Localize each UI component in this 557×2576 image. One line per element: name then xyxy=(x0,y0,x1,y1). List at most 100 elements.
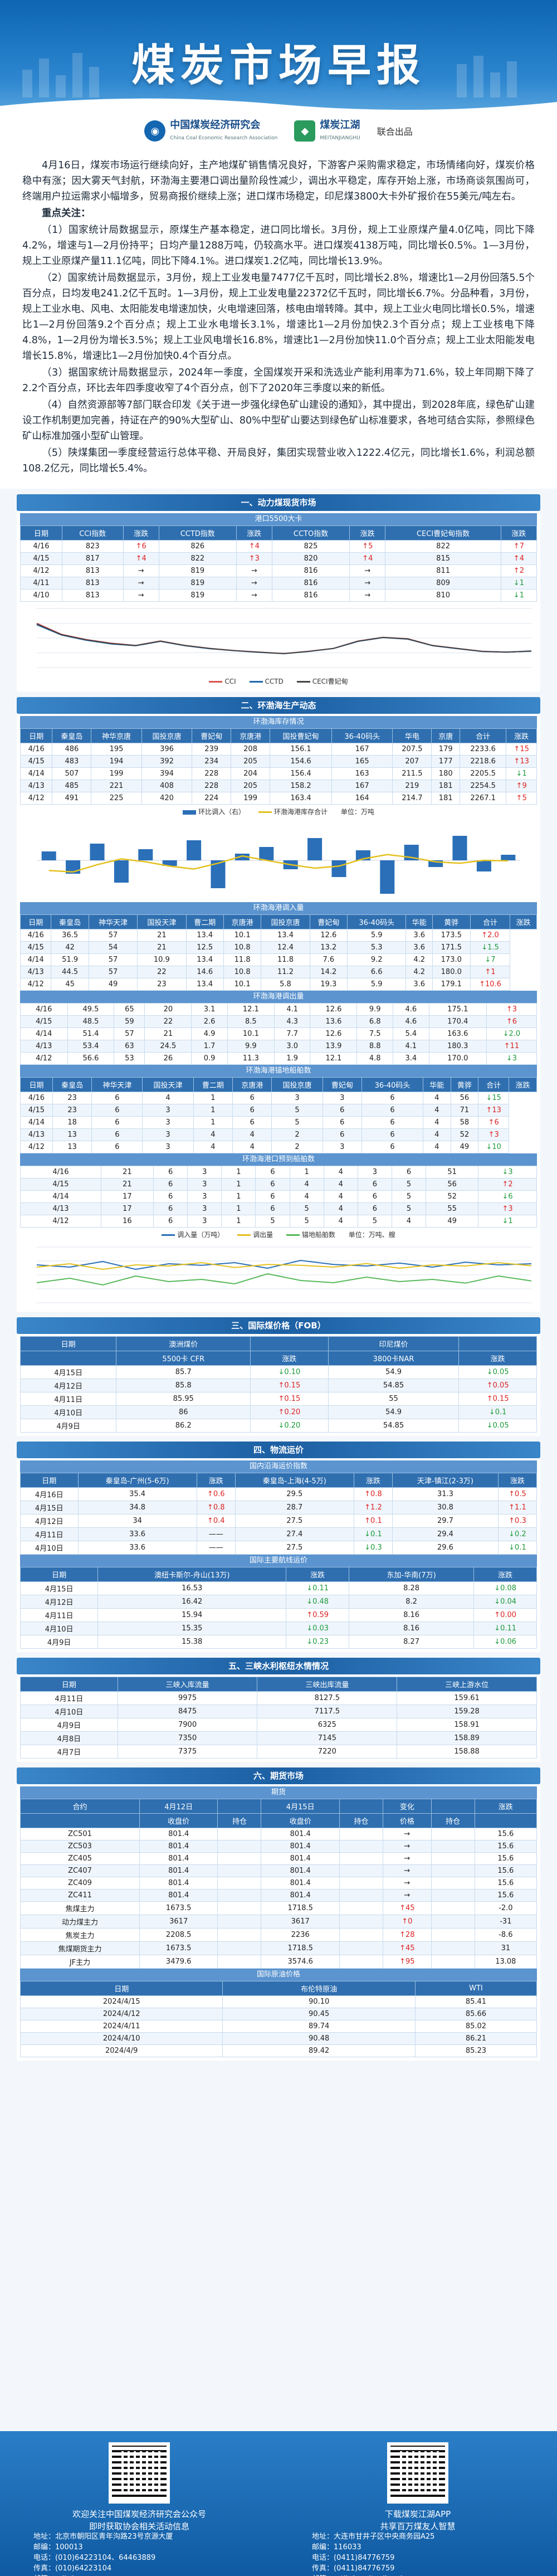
table-cell: 813 xyxy=(61,577,124,590)
table-row: 焦炭主力 2208.5 2236 ↑28 -8.6 xyxy=(20,1928,538,1942)
table-cell: 394 xyxy=(141,767,193,780)
futures-sub-header: 价格 xyxy=(383,1813,432,1828)
focus-item: （2）国家统计局数据显示，3月份，规上工业发电量7477亿千瓦时，同比增长2.8… xyxy=(22,272,535,362)
spot-subtitle: 港口5500大卡 xyxy=(20,513,537,525)
table-cell xyxy=(431,1877,475,1890)
table-cell: 6 xyxy=(232,1116,272,1129)
focus-item: （1）国家统计局数据显示，原煤生产基本稳定，进口同比增长。3月份，规上工业原煤产… xyxy=(22,225,535,267)
freight-block: 国内沿海运价指数 日期 秦皇岛-广州(5-6万) 涨跌 秦皇岛-上海(4-5万) 涨跌天… xyxy=(17,1458,540,1652)
table-cell: 13 xyxy=(52,1141,92,1153)
table-cell: ↑5 xyxy=(349,540,386,553)
table-cell: ↓2.0 xyxy=(486,1028,538,1040)
table-cell xyxy=(339,1928,384,1942)
table-row: 4/13 485 221 408 228 205 158.2 167 219 181 2254.5 ↑… xyxy=(19,780,537,792)
table-cell: 4/10 xyxy=(20,589,62,602)
table-row: 4/14 51.9 57 10.9 13.4 11.8 11.8 7.6 9.2 4.2 173.0… xyxy=(19,953,537,966)
table-cell: 5 xyxy=(271,1104,323,1117)
table-cell: 2024/4/10 xyxy=(19,2032,223,2045)
org1-sub: China Coal Economic Research Association xyxy=(170,135,278,141)
table-cell: 163.6 xyxy=(428,1028,487,1040)
table-cell: 6 xyxy=(361,1128,424,1141)
table-cell: 5 xyxy=(289,1215,324,1228)
table-cell: ↑0.8 xyxy=(353,1487,393,1501)
table-cell: 822 xyxy=(158,552,237,565)
table-cell: 819 xyxy=(158,577,237,590)
table-cell: 5.4 xyxy=(393,1028,429,1040)
water-header: 日期 xyxy=(20,1677,118,1692)
table-cell: -2.0 xyxy=(474,1901,538,1915)
table-cell: 817 xyxy=(61,552,124,565)
table-cell: 0.9 xyxy=(191,1052,228,1065)
table-cell: 420 xyxy=(141,792,193,805)
table-cell xyxy=(339,1889,384,1902)
table-cell: 214.7 xyxy=(392,792,432,805)
bohai-legend: 环比调入（右） 环渤海港库存合计 单位：万吨 xyxy=(20,805,537,819)
table-cell xyxy=(431,1864,475,1877)
table-cell: 173.5 xyxy=(432,929,471,942)
table-cell: → xyxy=(383,1840,432,1853)
table-cell: 86 xyxy=(116,1405,251,1419)
focus-item: （5）陕煤集团一季度经营运行总体平稳、开局良好，集团实现营业收入1222.4亿元… xyxy=(22,447,535,474)
table-row: 4月8日 7350 7145 158.89 xyxy=(20,1731,537,1745)
table-row: 4月11日 85.95 ↑0.15 55 ↑0.15 xyxy=(19,1392,537,1406)
table-cell xyxy=(339,1915,384,1929)
table-cell: 21 xyxy=(144,1028,192,1040)
table-cell: 3 xyxy=(187,1190,222,1203)
table-cell: 4 xyxy=(232,1128,272,1141)
table-cell: ↓1 xyxy=(478,1215,537,1228)
flow-legend: 调入量（万吨） 调出量 锚地船舶数 单位：万吨、艘 xyxy=(20,1228,537,1241)
table-cell: 20 xyxy=(144,1003,192,1016)
table-cell: 8.16 xyxy=(349,1621,475,1635)
bohai2-header: 神华天津 xyxy=(88,914,138,929)
bohai4-header: 国投天津 xyxy=(142,1077,194,1092)
table-cell: 6 xyxy=(255,1190,290,1203)
table-cell: ↑0.05 xyxy=(458,1379,537,1392)
table-cell: 6 xyxy=(91,1128,143,1141)
table-cell: 171.5 xyxy=(432,941,471,954)
table-row: 2024/4/12 90.45 85.66 xyxy=(19,2008,538,2020)
table-cell: 34 xyxy=(77,1514,197,1528)
table-cell: ↑0.15 xyxy=(250,1392,329,1406)
bohai1-header: 日期 xyxy=(19,728,53,743)
flow-chart xyxy=(36,1246,532,1303)
freight1-header: 涨跌 xyxy=(353,1473,393,1488)
table-cell: 13 xyxy=(52,1128,92,1141)
table-row: 4/13 17 6 3 1 6 5 4 6 5 55 ↑3 xyxy=(20,1202,537,1215)
table-cell: 1 xyxy=(221,1190,256,1203)
table-cell: 822 xyxy=(385,540,501,553)
table-row: 4/14 18 6 3 1 6 5 6 6 4 58 ↑6 xyxy=(20,1116,537,1129)
spot-header: CCTD指数 xyxy=(158,525,237,540)
table-cell: ↓0.08 xyxy=(473,1581,537,1595)
table-cell: 19.3 xyxy=(309,978,348,991)
table-cell: ↓0.06 xyxy=(473,1635,537,1649)
table-cell: 8.5 xyxy=(227,1015,275,1028)
table-cell: 13.4 xyxy=(185,929,224,942)
table-cell: 4月15日 xyxy=(19,1581,99,1595)
table-cell: 51.9 xyxy=(51,953,89,966)
table-cell: 4/15 xyxy=(19,755,53,768)
legend-item: 环比调入（右） xyxy=(183,808,245,816)
table-cell: 1673.5 xyxy=(139,1941,218,1955)
bohai4-header: 黄骅 xyxy=(450,1077,479,1092)
table-cell: 30.8 xyxy=(392,1501,499,1515)
table-cell: 4/16 xyxy=(20,1003,68,1016)
table-cell: 820 xyxy=(271,552,350,565)
table-cell: 4.1 xyxy=(393,1040,429,1053)
intl-sub-header: 涨跌 xyxy=(250,1351,329,1366)
table-cell: 7.7 xyxy=(273,1028,311,1040)
table-cell: 33.6 xyxy=(77,1541,197,1555)
table-cell: 180.0 xyxy=(432,966,471,978)
table-row: ZC501 801.4 801.4 → 15.6 xyxy=(20,1828,538,1840)
table-cell: 816 xyxy=(271,589,350,602)
table-cell: 22 xyxy=(137,966,187,978)
table-cell: ↓10 xyxy=(478,1141,510,1153)
table-cell: ↑0.15 xyxy=(250,1379,329,1392)
qr-code-icon[interactable] xyxy=(387,2442,448,2504)
table-cell: 801.4 xyxy=(139,1877,218,1890)
table-cell: 170.0 xyxy=(428,1052,487,1065)
table-cell xyxy=(217,1852,262,1865)
table-cell: 13.4 xyxy=(185,978,224,991)
futures-title1: 期货 xyxy=(20,1786,537,1799)
qr-code-icon[interactable] xyxy=(109,2442,170,2504)
table-row: 4/12 56.6 53 26 0.9 11.3 1.9 12.1 4.8 3.4 170.0 ↓3 xyxy=(20,1052,538,1065)
